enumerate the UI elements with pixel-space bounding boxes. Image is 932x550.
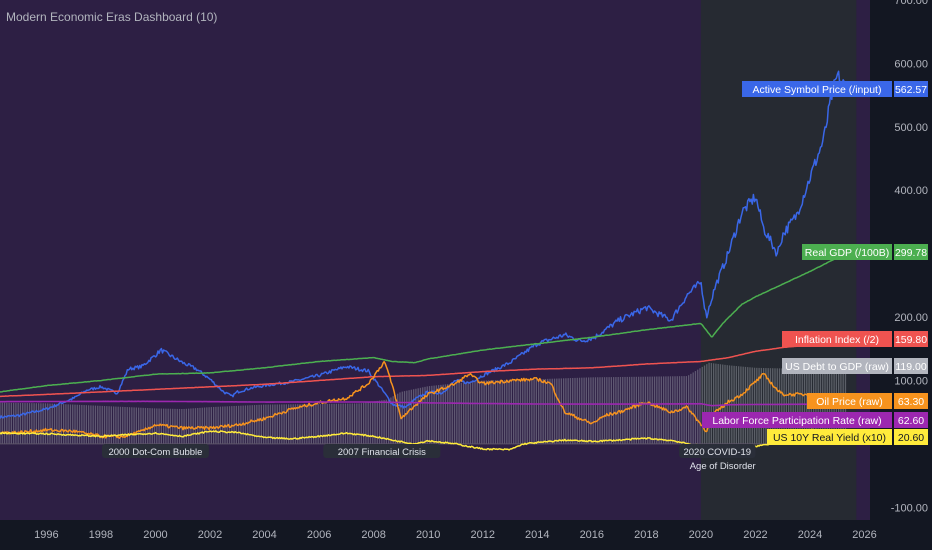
event-label-bg: [102, 444, 209, 458]
series-line-active-symbol: [0, 70, 847, 419]
value-tag-box: [894, 244, 928, 260]
x-tick-label: 2004: [252, 529, 276, 541]
x-tick-label: 2018: [634, 529, 658, 541]
x-tick-label: 2002: [198, 529, 222, 541]
x-tick-label: 2008: [361, 529, 385, 541]
value-tag-box: [894, 429, 928, 445]
value-tag-inflation: 159.80 Inflation Index (/2): [782, 331, 928, 347]
y-tick-label: 100.00: [894, 375, 928, 387]
event-label-text: 2007 Financial Crisis: [338, 447, 426, 458]
y-tick-label: 600.00: [894, 58, 928, 70]
time-axis[interactable]: 1996 1998 2000 2002 2004 2006 2008 2010 2012 2014…: [34, 529, 877, 541]
x-tick-label: 2022: [743, 529, 767, 541]
time-axis-background: [0, 520, 932, 550]
name-tag-text: Inflation Index (/2): [795, 334, 879, 346]
x-tick-label: 2014: [525, 529, 549, 541]
value-tag-box: [894, 358, 928, 374]
event-labels: 2000 Dot-Com Bubble 2007 Financial Crisis…: [102, 444, 756, 472]
name-tag-text: Oil Price (raw): [816, 396, 883, 408]
chart-title: Modern Economic Eras Dashboard (10): [6, 10, 217, 24]
event-label: 2000 Dot-Com Bubble: [102, 444, 209, 458]
value-tag-text: 63.30: [898, 396, 924, 408]
value-tag-box: [894, 412, 928, 428]
x-tick-label: 2024: [798, 529, 822, 541]
y-tick-label: 700.00: [894, 0, 928, 7]
value-tag-text: 159.80: [895, 334, 927, 346]
value-tag-box: [894, 331, 928, 347]
value-tag-box: [894, 81, 928, 97]
y-tick-label: 400.00: [894, 185, 928, 197]
name-tag-box: [742, 81, 892, 97]
name-tag-text: Labor Force Participation Rate (raw): [712, 415, 881, 427]
x-tick-label: 2006: [307, 529, 331, 541]
value-tag-text: 299.78: [895, 247, 927, 259]
event-label-text: 2020 COVID-19: [683, 447, 751, 458]
name-tag-box: [702, 412, 892, 428]
name-tag-box: [767, 429, 892, 445]
value-tag-text: 20.60: [898, 432, 924, 444]
series-lines: [0, 70, 870, 452]
x-tick-label: 2026: [852, 529, 876, 541]
series-value-tags: 562.57 Active Symbol Price (/input) 299.78…: [702, 81, 928, 445]
x-tick-label: 2020: [689, 529, 713, 541]
y-tick-label: 200.00: [894, 312, 928, 324]
y-tick-label: 500.00: [894, 122, 928, 134]
value-tag-debt-to-gdp: 119.00 US Debt to GDP (raw): [782, 358, 928, 374]
value-tag-oil: 63.30 Oil Price (raw): [807, 393, 928, 409]
event-label-bg: [323, 444, 441, 458]
event-label: 2007 Financial Crisis: [323, 444, 441, 458]
value-tag-text: 119.00: [895, 361, 926, 373]
name-tag-box: [807, 393, 892, 409]
series-line-lfpr: [0, 400, 846, 407]
series-line-real-gdp: [0, 253, 846, 393]
value-tag-real-yield: 20.60 US 10Y Real Yield (x10): [767, 429, 928, 445]
event-label: 2020 COVID-19: [679, 444, 756, 458]
x-tick-label: 2016: [580, 529, 604, 541]
x-tick-label: 2012: [470, 529, 494, 541]
name-tag-text: US Debt to GDP (raw): [785, 361, 889, 373]
name-tag-box: [782, 331, 892, 347]
x-tick-label: 1998: [89, 529, 113, 541]
series-line-inflation: [0, 341, 846, 398]
name-tag-box: [782, 358, 892, 374]
name-tag-text: US 10Y Real Yield (x10): [773, 432, 886, 444]
value-tag-text: 562.57: [895, 84, 927, 96]
event-label: Age of Disorder: [690, 461, 756, 472]
value-tag-active-symbol: 562.57 Active Symbol Price (/input): [742, 81, 928, 97]
event-label-bg: [679, 444, 756, 458]
value-tag-box: [894, 393, 928, 409]
name-tag-text: Active Symbol Price (/input): [753, 84, 882, 96]
x-tick-label: 2010: [416, 529, 440, 541]
price-axis[interactable]: -100.00 100.00 200.00 400.00 500.00 600.00 700…: [891, 0, 928, 514]
x-tick-label: 2000: [143, 529, 167, 541]
event-label-text: 2000 Dot-Com Bubble: [108, 447, 202, 458]
value-tag-real-gdp: 299.78 Real GDP (/100B): [802, 244, 928, 260]
event-label-text: Age of Disorder: [690, 461, 756, 472]
value-tag-text: 62.60: [898, 415, 924, 427]
y-tick-label: -100.00: [891, 502, 928, 514]
x-tick-label: 1996: [34, 529, 58, 541]
value-tag-lfpr: 62.60 Labor Force Participation Rate (raw…: [702, 412, 928, 428]
name-tag-box: [802, 244, 892, 260]
series-line-oil: [0, 360, 846, 439]
name-tag-text: Real GDP (/100B): [805, 247, 889, 259]
